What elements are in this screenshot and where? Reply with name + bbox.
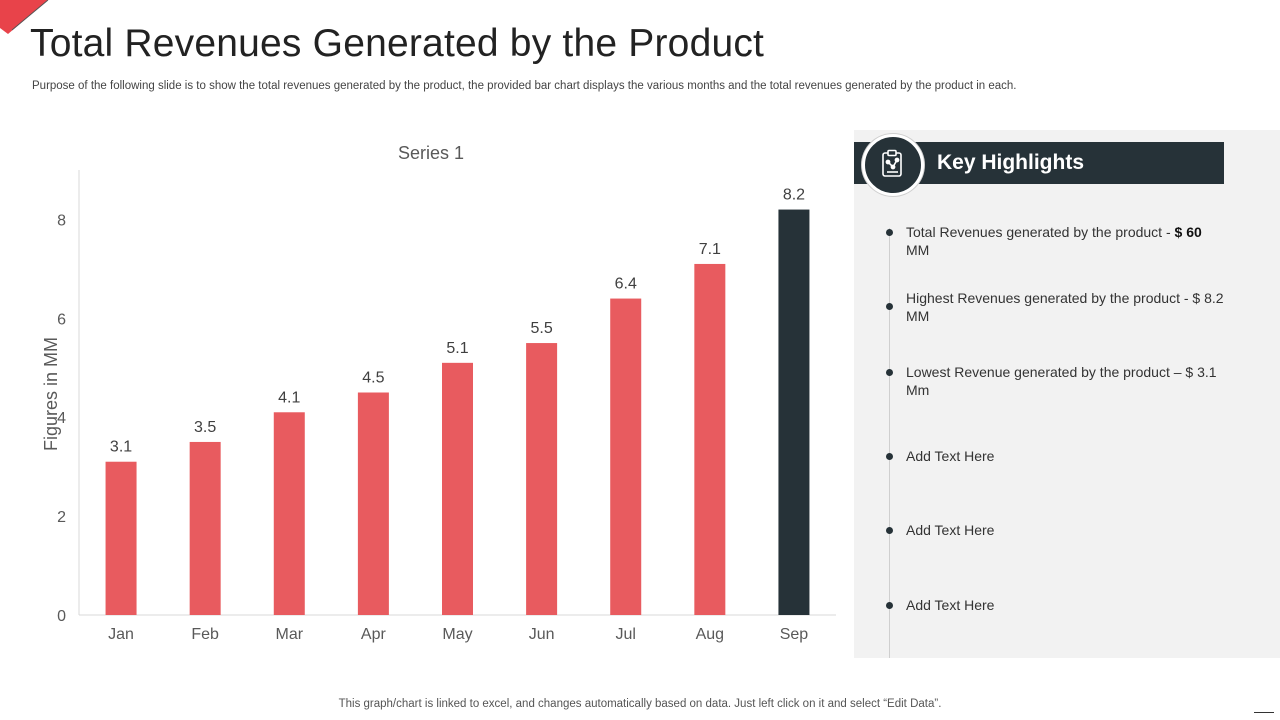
y-tick-label: 4 [57, 410, 66, 427]
y-axis-label: Figures in MM [41, 337, 61, 451]
bullet-dot-icon [886, 602, 893, 609]
highlights-banner-tip [1210, 142, 1224, 184]
data-label: 4.1 [278, 389, 300, 406]
y-tick-label: 2 [57, 509, 66, 526]
page-title: Total Revenues Generated by the Product [30, 22, 765, 65]
bar-feb [189, 441, 221, 615]
chart-title: Series 1 [398, 143, 464, 163]
x-tick-label: Jan [108, 626, 134, 643]
highlight-text: Add Text Here [906, 448, 995, 464]
corner-accent [0, 0, 49, 34]
y-tick-label: 8 [57, 212, 66, 229]
bar-sep [778, 209, 810, 616]
data-label: 3.5 [194, 419, 216, 436]
y-tick-label: 0 [57, 608, 66, 625]
bullet-dot-icon [886, 527, 893, 534]
data-label: 8.2 [783, 187, 805, 204]
highlight-text: Add Text Here [906, 522, 995, 538]
slide-marker [1254, 712, 1274, 713]
bar-aug [694, 263, 726, 615]
data-label: 3.1 [110, 439, 132, 456]
bar-may [442, 362, 473, 615]
x-tick-label: Aug [696, 626, 724, 643]
bar-apr [357, 392, 389, 615]
bullet-dot-icon [886, 303, 893, 310]
data-label: 5.1 [446, 340, 468, 357]
bullet-dot-icon [886, 453, 893, 460]
x-tick-label: Jun [529, 626, 555, 643]
x-tick-label: Feb [191, 626, 219, 643]
clipboard-chart-icon [862, 134, 924, 196]
x-tick-label: Apr [361, 626, 387, 643]
x-tick-label: Sep [780, 626, 809, 643]
data-label: 5.5 [530, 320, 552, 337]
highlight-text: Highest Revenues generated by the produc… [906, 290, 1224, 324]
y-tick-label: 6 [57, 311, 66, 328]
highlight-bold-value: $ 60 [1174, 224, 1202, 240]
bar-jan [105, 461, 137, 615]
x-tick-label: May [442, 626, 472, 643]
bar-jun [526, 343, 558, 615]
x-tick-label: Mar [275, 626, 303, 643]
highlight-text: Add Text Here [906, 597, 995, 613]
data-label: 7.1 [699, 241, 721, 258]
bar-mar [273, 412, 305, 615]
x-tick-label: Jul [615, 626, 635, 643]
page-subtitle: Purpose of the following slide is to sho… [32, 80, 1017, 92]
data-label: 4.5 [362, 370, 384, 387]
highlights-heading: Key Highlights [937, 151, 1085, 174]
bar-jul [610, 298, 642, 615]
highlight-text: Total Revenues generated by the product … [906, 224, 1202, 258]
highlight-text: Lowest Revenue generated by the product … [906, 364, 1217, 398]
data-label: 6.4 [615, 276, 637, 293]
revenue-bar-chart[interactable]: 0 2 4 6 8 Series 1 Figures in MM 3.1 Jan 3.5 Feb 4.… [0, 130, 850, 660]
highlights-timeline [889, 228, 890, 658]
bullet-dot-icon [886, 229, 893, 236]
key-highlights-panel: Key Highlights Total Revenues generated … [854, 130, 1280, 658]
bullet-dot-icon [886, 369, 893, 376]
footnote: This graph/chart is linked to excel, and… [338, 698, 942, 710]
